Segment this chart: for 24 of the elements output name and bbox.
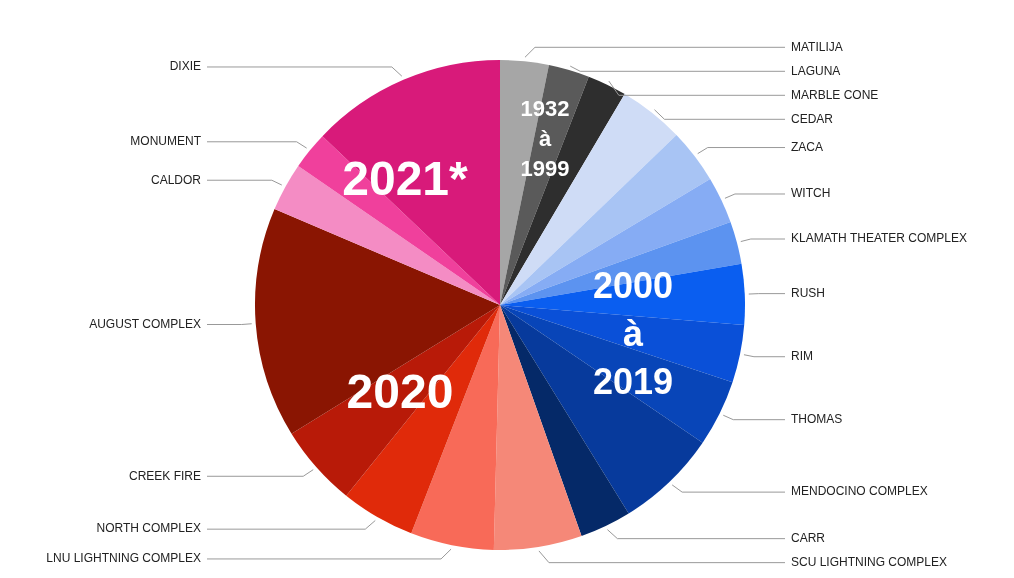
text: 2021* — [342, 152, 469, 206]
slice-label: MATILIJA — [791, 39, 843, 54]
text: 2020 — [346, 365, 454, 419]
slice-label: NORTH COMPLEX — [96, 521, 201, 536]
slice-label: LNU LIGHTNING COMPLEX — [46, 551, 201, 566]
text: 1932 à 1999 — [520, 96, 570, 182]
slice-label: LAGUNA — [791, 63, 841, 78]
slice-label: MONUMENT — [130, 134, 202, 149]
slice-label: RUSH — [791, 285, 826, 300]
slice-label: MENDOCINO COMPLEX — [791, 484, 928, 499]
slice-label: AUGUST COMPLEX — [89, 316, 201, 331]
slice-label: CARR — [791, 530, 826, 545]
slice-label: CALDOR — [150, 172, 202, 187]
slice-label: CREEK FIRE — [128, 468, 201, 483]
slice-label: ZACA — [791, 139, 824, 154]
slice-label: KLAMATH THEATER COMPLEX — [791, 231, 968, 246]
slice-label: MARBLE CONE — [791, 87, 879, 102]
slice-label: CEDAR — [791, 111, 834, 126]
slice-label: RIM — [791, 349, 813, 364]
slice-label: DIXIE — [169, 59, 201, 74]
slice-label: SCU LIGHTNING COMPLEX — [791, 554, 948, 569]
slice-label: THOMAS — [791, 411, 843, 426]
slice-label: WITCH — [791, 186, 831, 201]
text: 2000 à 2019 — [592, 264, 674, 402]
